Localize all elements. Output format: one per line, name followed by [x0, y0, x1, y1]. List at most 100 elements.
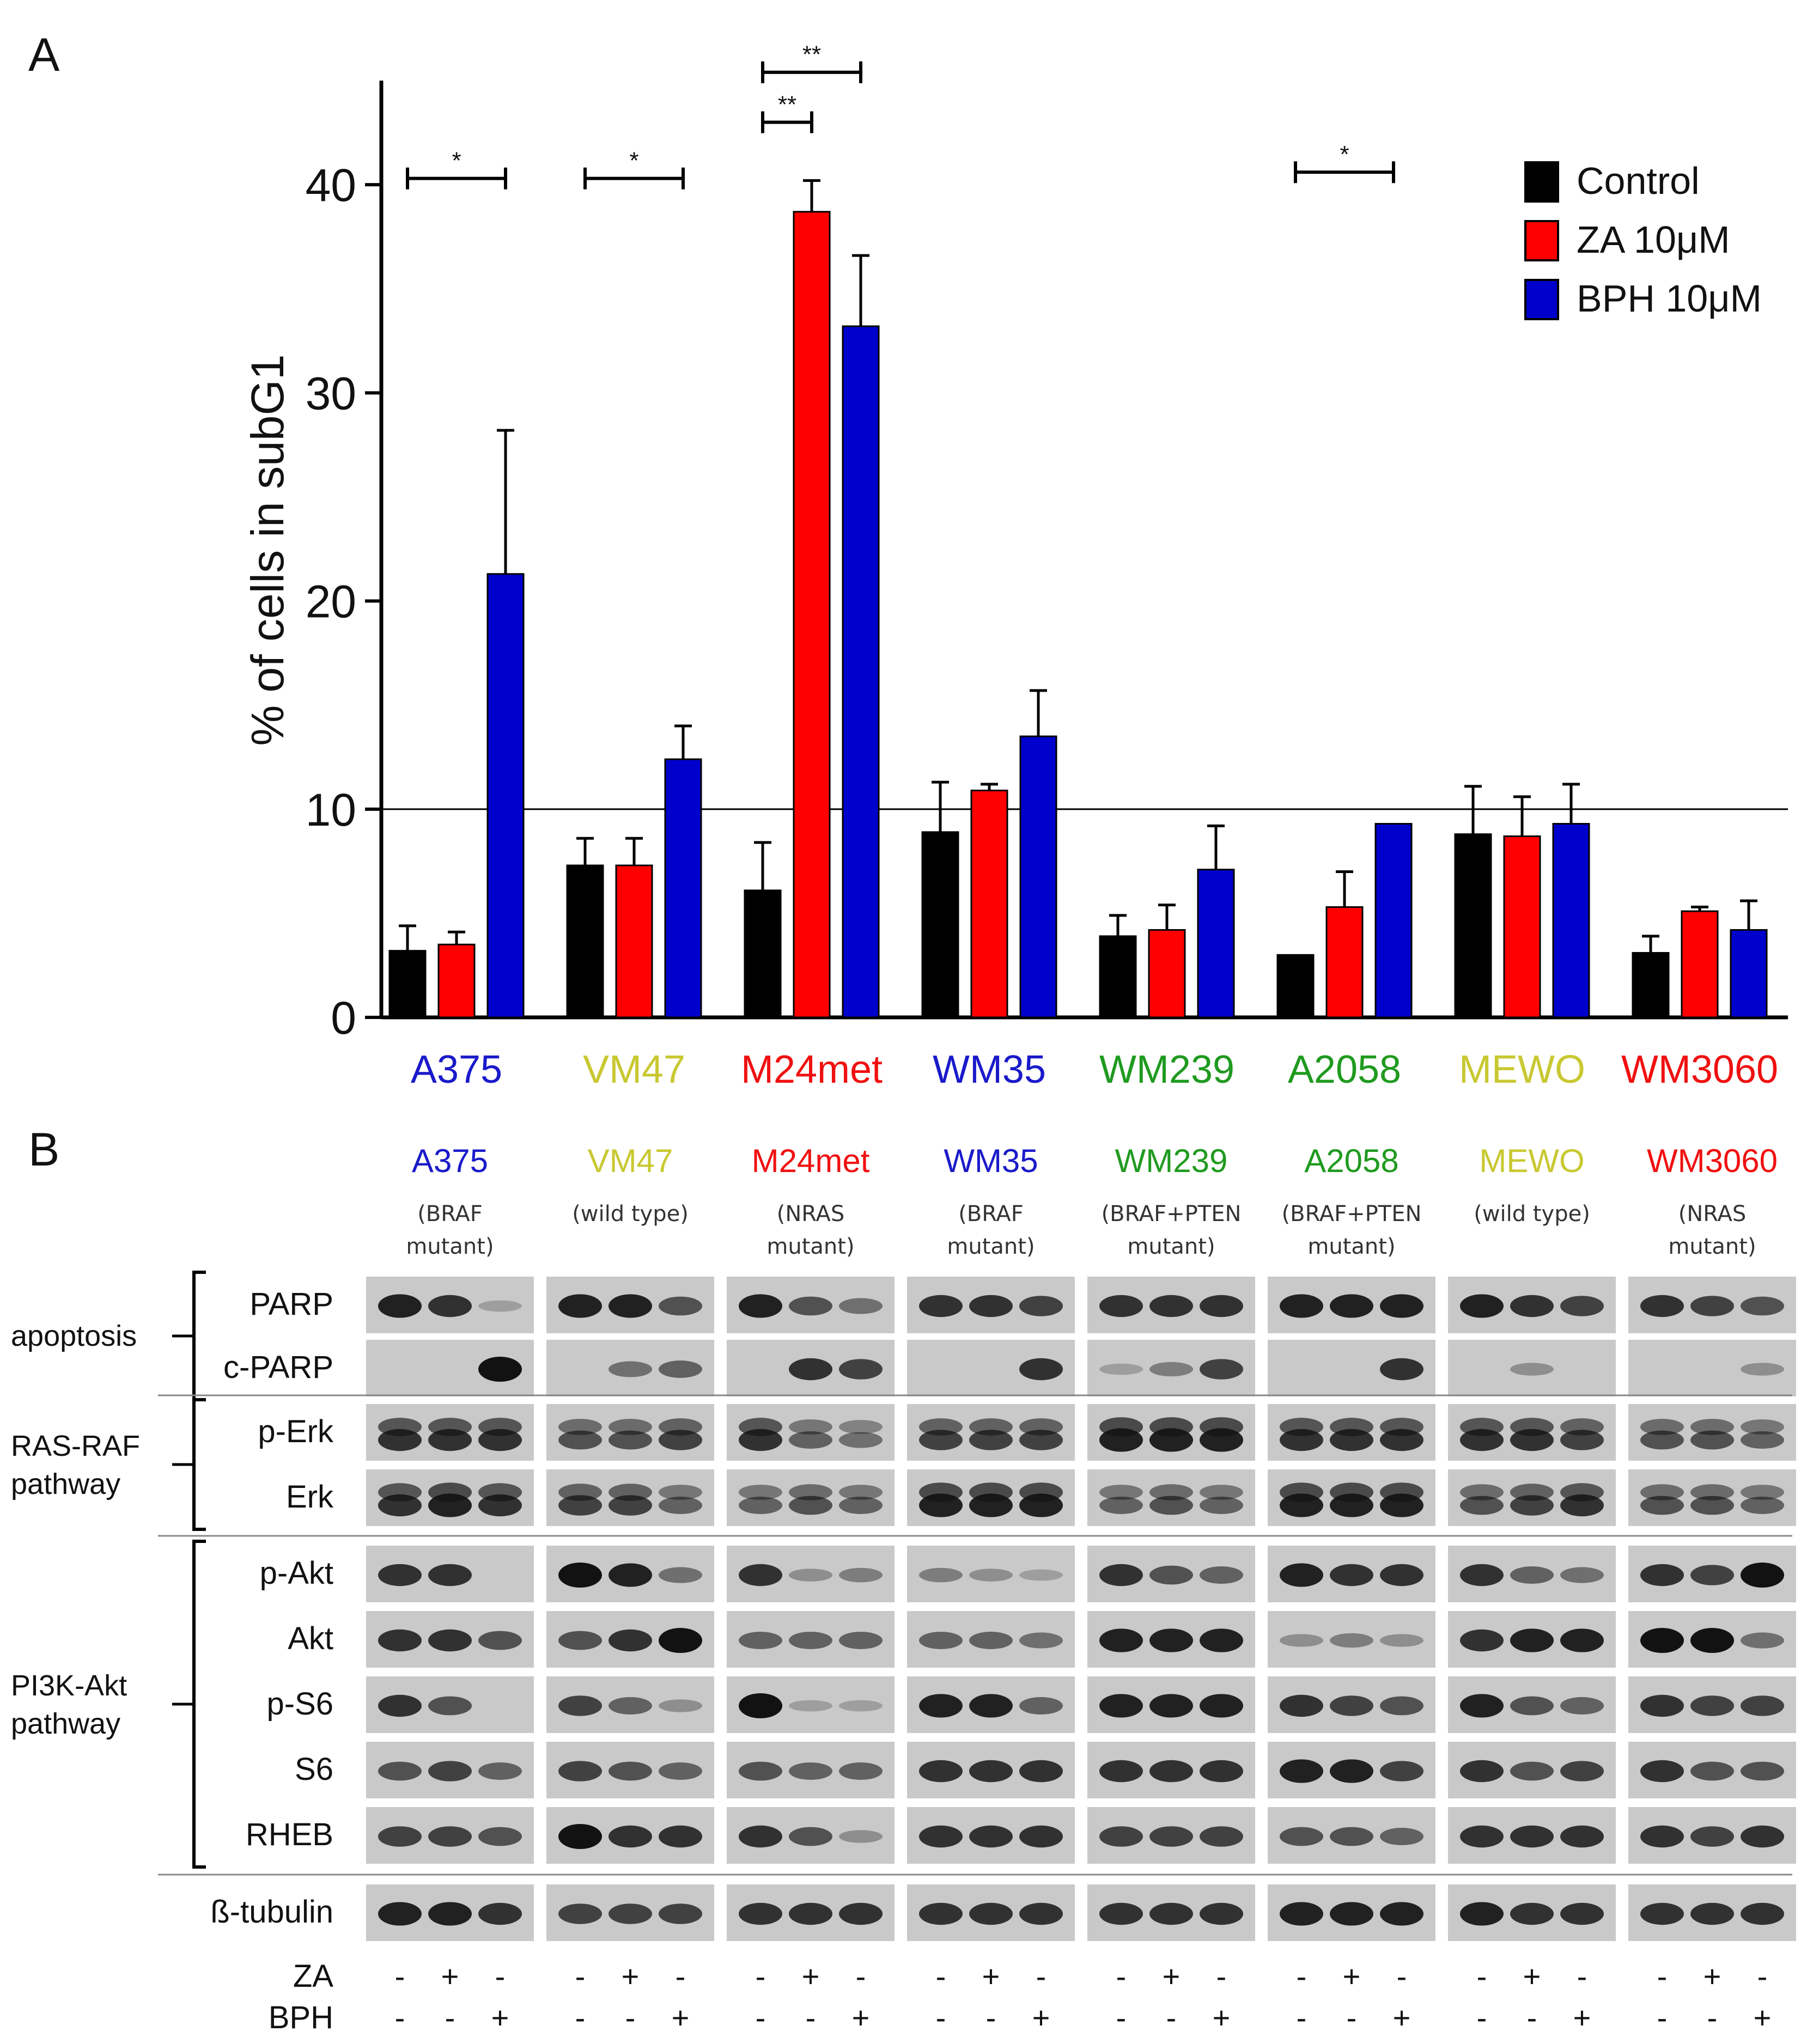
- blot-band: [969, 1430, 1013, 1450]
- blot-band: [1099, 1497, 1143, 1514]
- blot-band: [1560, 1494, 1604, 1517]
- blot-band: [609, 1629, 652, 1652]
- treatment-mark: -: [1657, 1959, 1668, 1993]
- blot-band: [1099, 1826, 1143, 1847]
- blot-band: [378, 1761, 422, 1781]
- blot-band: [1330, 1564, 1373, 1587]
- treatment-mark: -: [1166, 2000, 1177, 2035]
- blot-band: [1019, 1902, 1063, 1925]
- blot-strip: [907, 1404, 1075, 1461]
- bar: [1019, 735, 1057, 1018]
- blot-band: [609, 1563, 652, 1587]
- blot-strip: [1087, 1469, 1255, 1526]
- blot-band: [478, 1762, 522, 1780]
- treatment-mark: -: [575, 2000, 586, 2035]
- blot-band: [919, 1493, 963, 1517]
- y-tick-label: 20: [306, 576, 356, 627]
- blot-strip: [1268, 1807, 1435, 1864]
- blot-band: [478, 1357, 522, 1382]
- blot-band: [1640, 1902, 1684, 1925]
- blot-band: [1690, 1430, 1734, 1450]
- blot-band: [1380, 1564, 1423, 1587]
- blot-band: [1149, 1902, 1193, 1925]
- treatment-mark: -: [1757, 1959, 1768, 1993]
- blot-band: [839, 1700, 883, 1712]
- blot-strip: [1087, 1277, 1255, 1333]
- blot-band: [1460, 1564, 1504, 1587]
- blot-band: [839, 1298, 883, 1314]
- bar: [793, 211, 831, 1018]
- blot-band: [659, 1762, 702, 1780]
- x-tick-label: A375: [411, 1048, 502, 1091]
- treatment-mark: -: [986, 2000, 996, 2035]
- blot-band: [1099, 1485, 1143, 1500]
- bar: [921, 831, 959, 1018]
- treatment-mark: +: [1163, 1959, 1181, 1993]
- blot-band: [789, 1419, 832, 1435]
- blot-strip: [727, 1546, 895, 1602]
- mutation-label: mutant): [1127, 1234, 1215, 1259]
- blot-band: [1280, 1563, 1323, 1587]
- cell-line-name: WM239: [1115, 1143, 1228, 1179]
- blot-strip: [1087, 1546, 1255, 1602]
- blot-band: [1640, 1419, 1684, 1435]
- blot-band: [1280, 1694, 1323, 1717]
- blot-band: [1741, 1761, 1784, 1781]
- blot-strip: [1628, 1611, 1796, 1668]
- protein-label: S6: [295, 1752, 333, 1787]
- blot-band: [839, 1632, 883, 1649]
- blot-strip: [1448, 1676, 1616, 1733]
- treatment-mark: -: [1116, 1959, 1127, 1993]
- treatment-mark: -: [625, 2000, 636, 2035]
- blot-strip: [366, 1340, 534, 1396]
- protein-label: Erk: [286, 1479, 334, 1515]
- blot-band: [1099, 1295, 1143, 1317]
- blot-band: [1330, 1759, 1373, 1783]
- bar: [970, 789, 1008, 1018]
- blot-band: [1099, 1564, 1143, 1587]
- blot-strip: [907, 1611, 1075, 1668]
- blot-band: [1510, 1628, 1554, 1652]
- treatment-mark: -: [1477, 2000, 1487, 2035]
- blot-band: [428, 1629, 472, 1652]
- blot-strip: [1087, 1404, 1255, 1461]
- blot-band: [1200, 1826, 1243, 1847]
- blot-strip: [1628, 1469, 1796, 1526]
- legend-label: BPH 10μM: [1577, 277, 1762, 320]
- blot-band: [739, 1825, 782, 1848]
- bar: [615, 864, 653, 1018]
- blot-band: [428, 1564, 472, 1587]
- mutation-label: (BRAF: [417, 1201, 483, 1227]
- protein-label: PARP: [250, 1286, 333, 1322]
- blot-band: [659, 1567, 702, 1583]
- blot-band: [1380, 1761, 1423, 1781]
- mutation-label: (BRAF+PTEN: [1282, 1201, 1422, 1227]
- blot-strip: [1628, 1742, 1796, 1798]
- blot-band: [1380, 1634, 1423, 1647]
- treatment-mark: -: [1477, 1959, 1487, 1993]
- blot-band: [1330, 1633, 1373, 1648]
- blot-strip: [1268, 1611, 1435, 1668]
- blot-band: [1149, 1628, 1193, 1652]
- treatment-mark: +: [441, 1959, 459, 1993]
- blot-band: [428, 1696, 472, 1716]
- blot-band: [558, 1563, 602, 1588]
- blot-band: [659, 1360, 702, 1378]
- blot-band: [1099, 1902, 1143, 1925]
- blot-strip: [1087, 1884, 1255, 1941]
- blot-band: [1280, 1902, 1323, 1926]
- blot-band: [1460, 1902, 1504, 1926]
- blot-strip: [907, 1884, 1075, 1941]
- blot-strip: [907, 1742, 1075, 1798]
- blot-band: [1099, 1428, 1143, 1452]
- treatment-mark: -: [1707, 2000, 1718, 2035]
- blot-band: [969, 1295, 1013, 1317]
- blot-background: [1268, 1611, 1435, 1668]
- bar: [1197, 869, 1235, 1018]
- blot-band: [1149, 1295, 1193, 1317]
- blot-band: [1510, 1363, 1554, 1376]
- blot-band: [659, 1485, 702, 1500]
- blot-strip: [366, 1469, 534, 1526]
- blot-band: [1640, 1694, 1684, 1717]
- blot-strip: [727, 1277, 895, 1333]
